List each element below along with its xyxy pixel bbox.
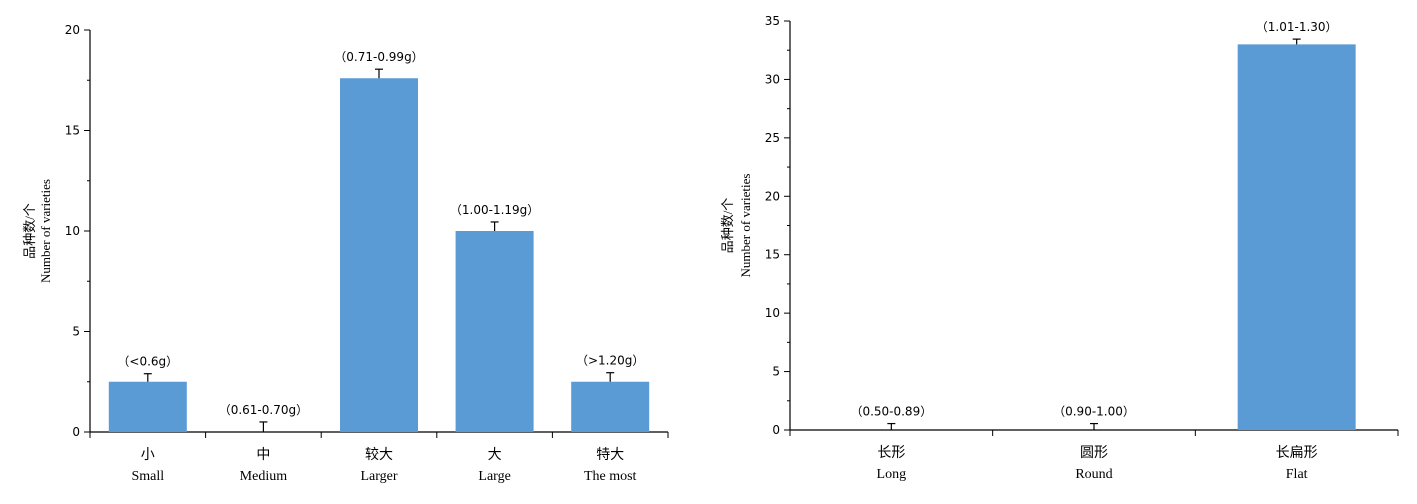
y-axis-label-cn: 品种数/个 [720,198,735,254]
y-tick-label: 15 [65,124,80,138]
y-tick-label: 10 [765,306,780,320]
bar-range-label: （1.01-1.30） [1256,20,1338,34]
y-axis-label-en: Number of varieties [38,179,53,283]
y-tick-label: 15 [765,248,780,262]
bar [455,231,534,432]
bar-range-label: （1.00-1.19g） [450,203,539,217]
y-tick-label: 30 [765,72,780,86]
chart-grain-weight: 0 5 10 15 20 品种数/个 Number of varieties （<0.6g） 小… [22,23,669,484]
x-category-label-en: Round [1075,467,1112,482]
y-axis-label-cn: 品种数/个 [22,203,37,259]
y-axis-label-en: Number of varieties [738,174,753,278]
bar [1237,44,1356,430]
y-tick-label: 35 [765,14,780,28]
y-tick-label: 25 [765,131,780,145]
bar-range-label: （<0.6g） [117,355,178,369]
x-category-label-en: Medium [240,469,288,484]
y-tick-label: 20 [65,23,80,37]
bar-range-label: （0.61-0.70g） [219,403,308,417]
x-category-label-cn: 中 [256,447,270,463]
x-category-label-cn: 圆形 [1080,445,1108,461]
x-category-label-cn: 长扁形 [1276,445,1318,461]
bar-range-label: （0.71-0.99g） [334,50,423,64]
bar-range-label: （0.90-1.00） [1053,405,1135,419]
x-category-label-en: Flat [1286,467,1308,482]
x-category-label-en: Large [478,469,510,484]
x-category-label-cn: 特大 [596,447,624,463]
chart-grain-shape: 0 5 10 15 20 25 30 35 品种数/个 Number of varieties （0… [720,14,1399,482]
y-tick-label: 5 [772,365,780,379]
x-category-label-cn: 长形 [877,445,905,461]
x-category-label-cn: 小 [141,447,155,463]
y-tick-label: 0 [772,423,780,437]
x-category-label-en: Larger [360,469,397,484]
bar [571,381,650,432]
y-tick-label: 5 [72,325,80,339]
y-tick-label: 0 [72,425,80,439]
x-category-label-en: The most [584,469,637,484]
x-category-label-cn: 大 [488,447,502,463]
bar-range-label: （0.50-0.89） [850,405,932,419]
x-category-label-en: Small [131,469,164,484]
y-tick-label: 10 [65,224,80,238]
bar [108,381,187,432]
x-category-label-en: Long [877,467,907,482]
y-tick-label: 20 [765,189,780,203]
x-category-label-cn: 较大 [365,447,393,463]
bar-range-label: （>1.20g） [576,354,644,368]
bar [340,78,418,433]
